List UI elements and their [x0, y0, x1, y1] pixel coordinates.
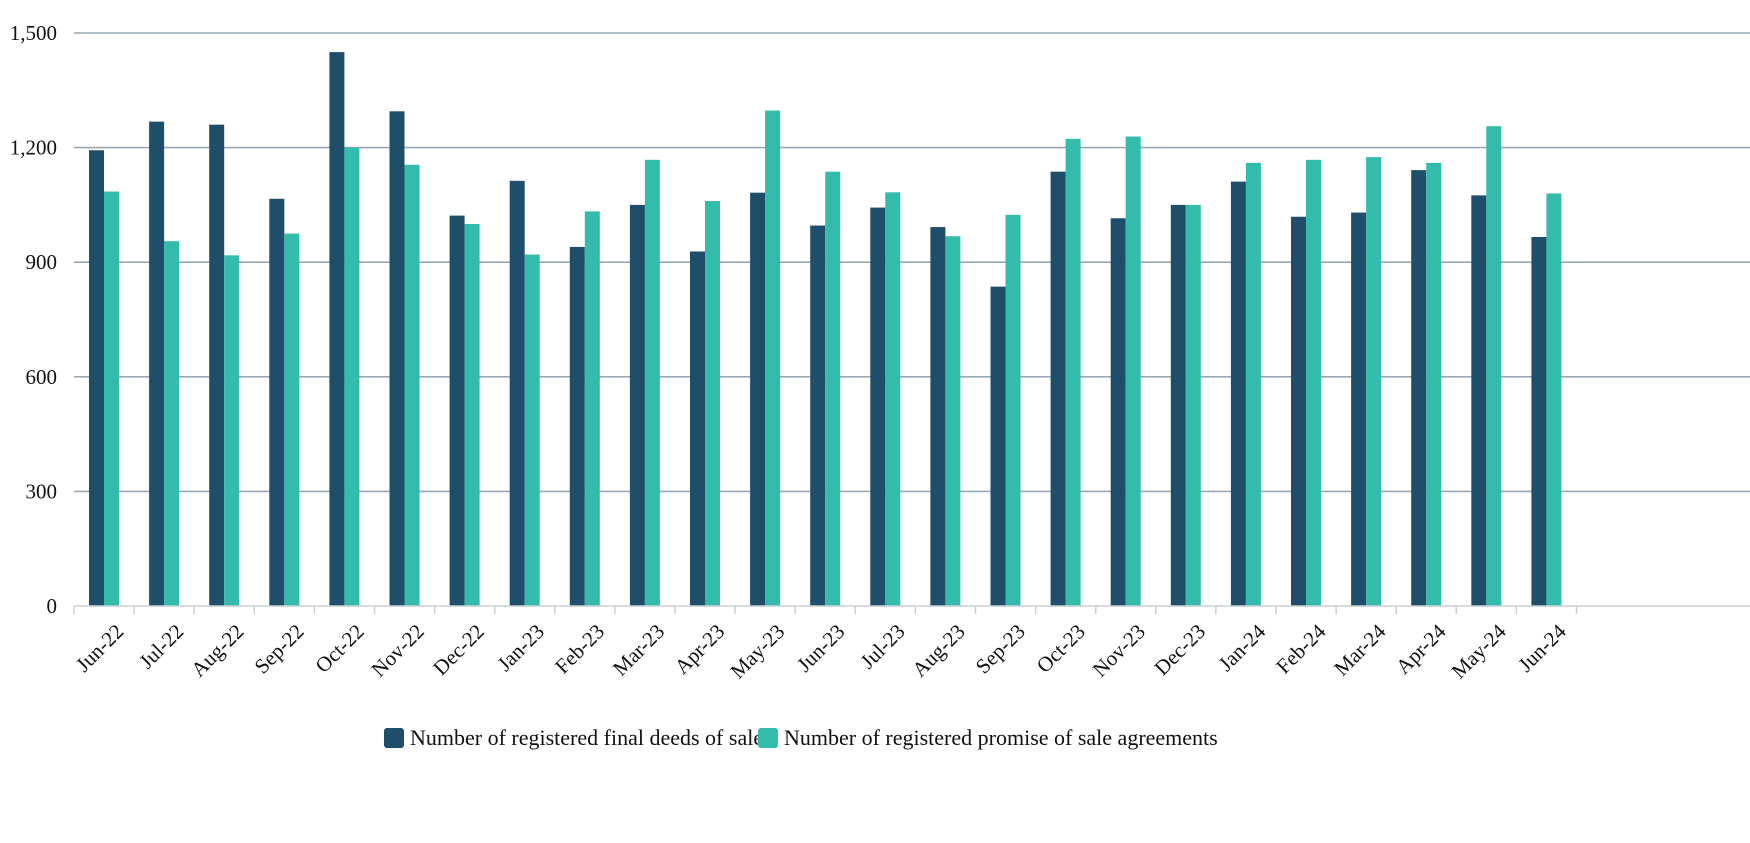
x-tick-label: Sep-23	[971, 619, 1030, 678]
bar-promise-agreements	[885, 192, 901, 606]
bar-promise-agreements	[1065, 138, 1081, 606]
bar-promise-agreements	[1185, 204, 1201, 606]
bar-promise-agreements	[1546, 193, 1562, 606]
bar-final-deeds	[690, 251, 705, 606]
bar-promise-agreements	[825, 171, 841, 606]
bar-promise-agreements	[584, 211, 600, 607]
bar-promise-agreements	[945, 236, 961, 606]
bar-promise-agreements	[1125, 136, 1141, 606]
x-tick-label: Jun-22	[71, 619, 128, 676]
x-tick-label: Dec-23	[1149, 619, 1210, 680]
y-tick-label: 300	[26, 479, 58, 503]
bar-final-deeds	[1471, 195, 1487, 606]
bar-promise-agreements	[524, 254, 540, 606]
x-tick-label: Apr-24	[1391, 619, 1451, 679]
bar-final-deeds	[990, 286, 1006, 606]
bar-promise-agreements	[224, 255, 240, 606]
legend: Number of registered final deeds of sale…	[384, 725, 1218, 750]
x-tick-label: Apr-23	[670, 619, 730, 679]
x-tick-label: Jul-22	[134, 619, 188, 673]
x-tick-label: Aug-22	[186, 619, 248, 681]
x-tick-label: Feb-23	[550, 619, 609, 678]
x-tick-label: Jun-23	[792, 619, 849, 676]
x-tick-label: Jul-23	[855, 619, 909, 673]
bar-final-deeds	[449, 215, 465, 606]
bar-promise-agreements	[1005, 214, 1021, 606]
bar-final-deeds	[329, 52, 345, 607]
x-tick-label: Nov-22	[366, 619, 428, 681]
bar-final-deeds	[1351, 212, 1367, 607]
x-tick-label: Mar-24	[1329, 619, 1391, 681]
bar-final-deeds	[1050, 171, 1066, 606]
bar-promise-agreements	[1245, 162, 1261, 606]
bar-promise-agreements	[284, 233, 300, 607]
bar-final-deeds	[1110, 218, 1126, 606]
bar-final-deeds	[1230, 181, 1246, 606]
bar-final-deeds	[810, 225, 826, 606]
x-tick-label: May-24	[1447, 619, 1511, 683]
x-tick-label: Feb-24	[1271, 619, 1330, 678]
legend-label: Number of registered promise of sale agr…	[784, 725, 1218, 750]
bar-final-deeds	[629, 204, 645, 606]
bar-final-deeds	[89, 150, 104, 607]
bar-promise-agreements	[104, 191, 119, 606]
bar-final-deeds	[149, 121, 165, 607]
bar-final-deeds	[1411, 170, 1427, 606]
x-axis	[73, 605, 1750, 614]
x-tick-label: Jan-24	[1214, 619, 1271, 676]
legend-item: Number of registered final deeds of sale	[384, 725, 763, 750]
bar-final-deeds	[1291, 216, 1306, 606]
x-tick-label: Aug-23	[907, 619, 969, 681]
x-tick-label: Jan-23	[492, 619, 549, 676]
bar-promise-agreements	[1366, 157, 1382, 606]
bar-promise-agreements	[404, 164, 420, 607]
y-tick-label: 0	[47, 594, 58, 618]
y-tick-label: 1,200	[10, 136, 57, 160]
bars	[89, 52, 1562, 607]
bar-promise-agreements	[164, 241, 180, 606]
y-tick-label: 600	[26, 365, 58, 389]
bar-final-deeds	[750, 192, 766, 606]
x-tick-label: Jun-24	[1513, 619, 1571, 677]
bar-final-deeds	[509, 180, 525, 607]
x-tick-label: Mar-23	[608, 619, 669, 680]
bar-promise-agreements	[1426, 162, 1442, 606]
legend-swatch	[384, 728, 404, 748]
bar-final-deeds	[1170, 204, 1186, 606]
bar-promise-agreements	[1306, 159, 1321, 606]
bar-promise-agreements	[464, 224, 480, 606]
x-tick-label: Oct-22	[310, 619, 368, 677]
bar-final-deeds	[930, 227, 946, 606]
bar-final-deeds	[389, 111, 405, 606]
x-tick-label: May-23	[725, 619, 789, 683]
bar-promise-agreements	[344, 147, 360, 606]
y-tick-label: 900	[26, 250, 58, 274]
x-tick-label: Oct-23	[1032, 619, 1090, 677]
bar-promise-agreements	[705, 201, 720, 606]
x-tick-label: Sep-22	[250, 619, 309, 678]
legend-item: Number of registered promise of sale agr…	[758, 725, 1218, 750]
y-tick-label: 1,500	[10, 21, 57, 45]
bar-promise-agreements	[644, 159, 660, 606]
bar-promise-agreements	[765, 110, 781, 607]
legend-swatch	[758, 728, 778, 748]
legend-label: Number of registered final deeds of sale	[410, 725, 763, 750]
y-axis-ticks: 0 300 600 900 1,200 1,500	[10, 21, 57, 618]
bar-final-deeds	[569, 246, 585, 607]
x-tick-label: Dec-22	[428, 619, 489, 680]
bar-final-deeds	[209, 124, 225, 607]
x-tick-label: Nov-23	[1088, 619, 1150, 681]
bar-final-deeds	[1531, 236, 1547, 606]
bar-final-deeds	[269, 198, 285, 606]
bar-final-deeds	[870, 207, 886, 606]
bar-promise-agreements	[1486, 126, 1502, 606]
